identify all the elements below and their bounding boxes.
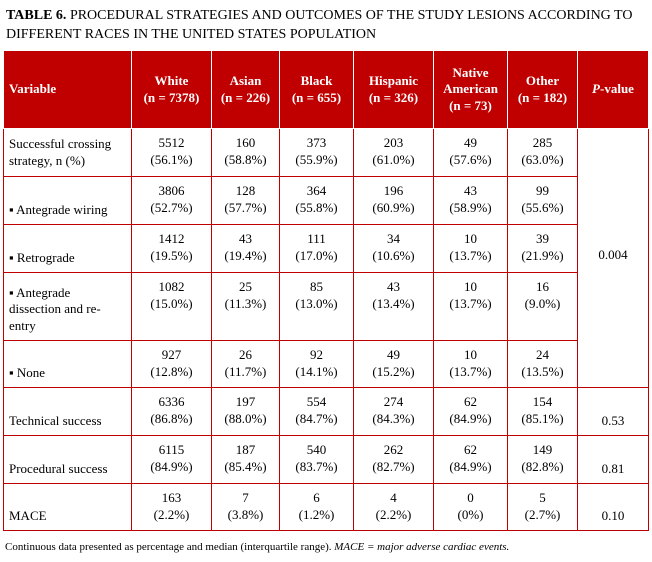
data-cell: 10 (13.7%): [433, 340, 508, 388]
data-cell: 540 (83.7%): [279, 435, 354, 484]
data-cell: 5512 (56.1%): [131, 128, 212, 177]
table-title-text: PROCEDURAL STRATEGIES AND OUTCOMES OF TH…: [6, 8, 633, 42]
data-cell: 49 (15.2%): [353, 340, 434, 388]
table-body: Successful crossing strategy, n (%) 5512 (5…: [3, 128, 649, 531]
data-cell: 128 (57.7%): [211, 176, 280, 225]
data-cell: 187 (85.4%): [211, 435, 280, 484]
table-row: ▪ Retrograde 1412 (19.5%) 43 (19.4%) 111 (17.0…: [3, 224, 649, 273]
data-cell: 49 (57.6%): [433, 128, 508, 177]
data-cell: 92 (14.1%): [279, 340, 354, 388]
data-cell: 196 (60.9%): [353, 176, 434, 225]
data-cell: 364 (55.8%): [279, 176, 354, 225]
data-cell: 927 (12.8%): [131, 340, 212, 388]
table-title: TABLE 6. PROCEDURAL STRATEGIES AND OUTCO…: [6, 6, 646, 44]
data-cell: 274 (84.3%): [353, 387, 434, 436]
data-cell: 62 (84.9%): [433, 387, 508, 436]
header-row: Variable White (n = 7378) Asian (n = 226) …: [3, 50, 649, 129]
data-cell: 7 (3.8%): [211, 483, 280, 531]
data-cell: 85 (13.0%): [279, 272, 354, 341]
header-white: White (n = 7378): [131, 50, 212, 129]
table-row: Technical success 6336 (86.8%) 197 (88.0%) 55…: [3, 387, 649, 436]
data-cell: 160 (58.8%): [211, 128, 280, 177]
data-cell: 24 (13.5%): [507, 340, 578, 388]
table-footnote: Continuous data presented as percentage …: [5, 540, 645, 554]
header-native-american: Native American (n = 73): [433, 50, 508, 129]
footnote-text: Continuous data presented as percentage …: [5, 541, 332, 553]
row-label: Successful crossing strategy, n (%): [3, 128, 132, 177]
table-row: Procedural success 6115 (84.9%) 187 (85.4%) 5…: [3, 435, 649, 484]
data-cell: 26 (11.7%): [211, 340, 280, 388]
data-cell: 0 (0%): [433, 483, 508, 531]
header-variable: Variable: [3, 50, 132, 129]
outcomes-table: Variable White (n = 7378) Asian (n = 226) …: [3, 50, 649, 531]
data-cell: 554 (84.7%): [279, 387, 354, 436]
data-cell: 3806 (52.7%): [131, 176, 212, 225]
p-value-cell: 0.10: [577, 483, 649, 531]
row-label: ▪ Antegrade dissection and re-entry: [3, 272, 132, 341]
data-cell: 99 (55.6%): [507, 176, 578, 225]
data-cell: 43 (58.9%): [433, 176, 508, 225]
data-cell: 6336 (86.8%): [131, 387, 212, 436]
header-other: Other (n = 182): [507, 50, 578, 129]
data-cell: 285 (63.0%): [507, 128, 578, 177]
table-row: ▪ None 927 (12.8%) 26 (11.7%) 92 (14.1%) 49 (15.…: [3, 340, 649, 388]
data-cell: 39 (21.9%): [507, 224, 578, 273]
table-row: Successful crossing strategy, n (%) 5512 (5…: [3, 128, 649, 388]
data-cell: 6115 (84.9%): [131, 435, 212, 484]
data-cell: 197 (88.0%): [211, 387, 280, 436]
table-row: MACE 163 (2.2%) 7 (3.8%) 6 (1.2%) 4 (2.2%) 0 (0%) 5…: [3, 483, 649, 531]
row-label: ▪ None: [3, 340, 132, 388]
data-cell: 10 (13.7%): [433, 224, 508, 273]
header-hispanic: Hispanic (n = 326): [353, 50, 434, 129]
row-label: Procedural success: [3, 435, 132, 484]
data-cell: 149 (82.8%): [507, 435, 578, 484]
data-cell: 262 (82.7%): [353, 435, 434, 484]
header-black: Black (n = 655): [279, 50, 354, 129]
header-p-value: P-value: [577, 50, 649, 129]
data-cell: 10 (13.7%): [433, 272, 508, 341]
table-label: TABLE 6.: [6, 8, 67, 23]
data-cell: 43 (13.4%): [353, 272, 434, 341]
table-row: ▪ Antegrade dissection and re-entry 1082 (1…: [3, 272, 649, 341]
data-cell: 34 (10.6%): [353, 224, 434, 273]
p-value-cell: 0.53: [577, 387, 649, 436]
data-cell: 4 (2.2%): [353, 483, 434, 531]
header-asian: Asian (n = 226): [211, 50, 280, 129]
data-cell: 62 (84.9%): [433, 435, 508, 484]
data-cell: 154 (85.1%): [507, 387, 578, 436]
data-cell: 203 (61.0%): [353, 128, 434, 177]
data-cell: 111 (17.0%): [279, 224, 354, 273]
data-cell: 1412 (19.5%): [131, 224, 212, 273]
p-value-cell: 0.81: [577, 435, 649, 484]
row-label: Technical success: [3, 387, 132, 436]
data-cell: 163 (2.2%): [131, 483, 212, 531]
data-cell: 43 (19.4%): [211, 224, 280, 273]
data-cell: 16 (9.0%): [507, 272, 578, 341]
data-cell: 5 (2.7%): [507, 483, 578, 531]
table-row: ▪ Antegrade wiring 3806 (52.7%) 128 (57.7%) 3…: [3, 176, 649, 225]
strategy-p-value: 0.004: [577, 128, 649, 388]
row-label: MACE: [3, 483, 132, 531]
data-cell: 373 (55.9%): [279, 128, 354, 177]
row-label: ▪ Retrograde: [3, 224, 132, 273]
data-cell: 25 (11.3%): [211, 272, 280, 341]
row-label: ▪ Antegrade wiring: [3, 176, 132, 225]
footnote-abbreviation: MACE = major adverse cardiac events.: [334, 541, 510, 553]
data-cell: 6 (1.2%): [279, 483, 354, 531]
data-cell: 1082 (15.0%): [131, 272, 212, 341]
